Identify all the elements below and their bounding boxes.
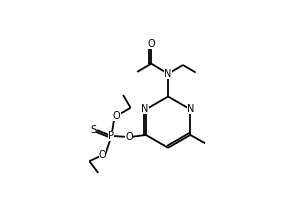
Text: N: N <box>164 69 172 79</box>
Text: O: O <box>125 132 133 142</box>
Text: O: O <box>148 39 155 49</box>
Text: O: O <box>99 150 106 160</box>
Text: N: N <box>188 104 195 114</box>
Text: O: O <box>113 111 121 121</box>
Text: P: P <box>109 131 115 141</box>
Text: N: N <box>141 104 149 114</box>
Text: S: S <box>90 125 96 135</box>
